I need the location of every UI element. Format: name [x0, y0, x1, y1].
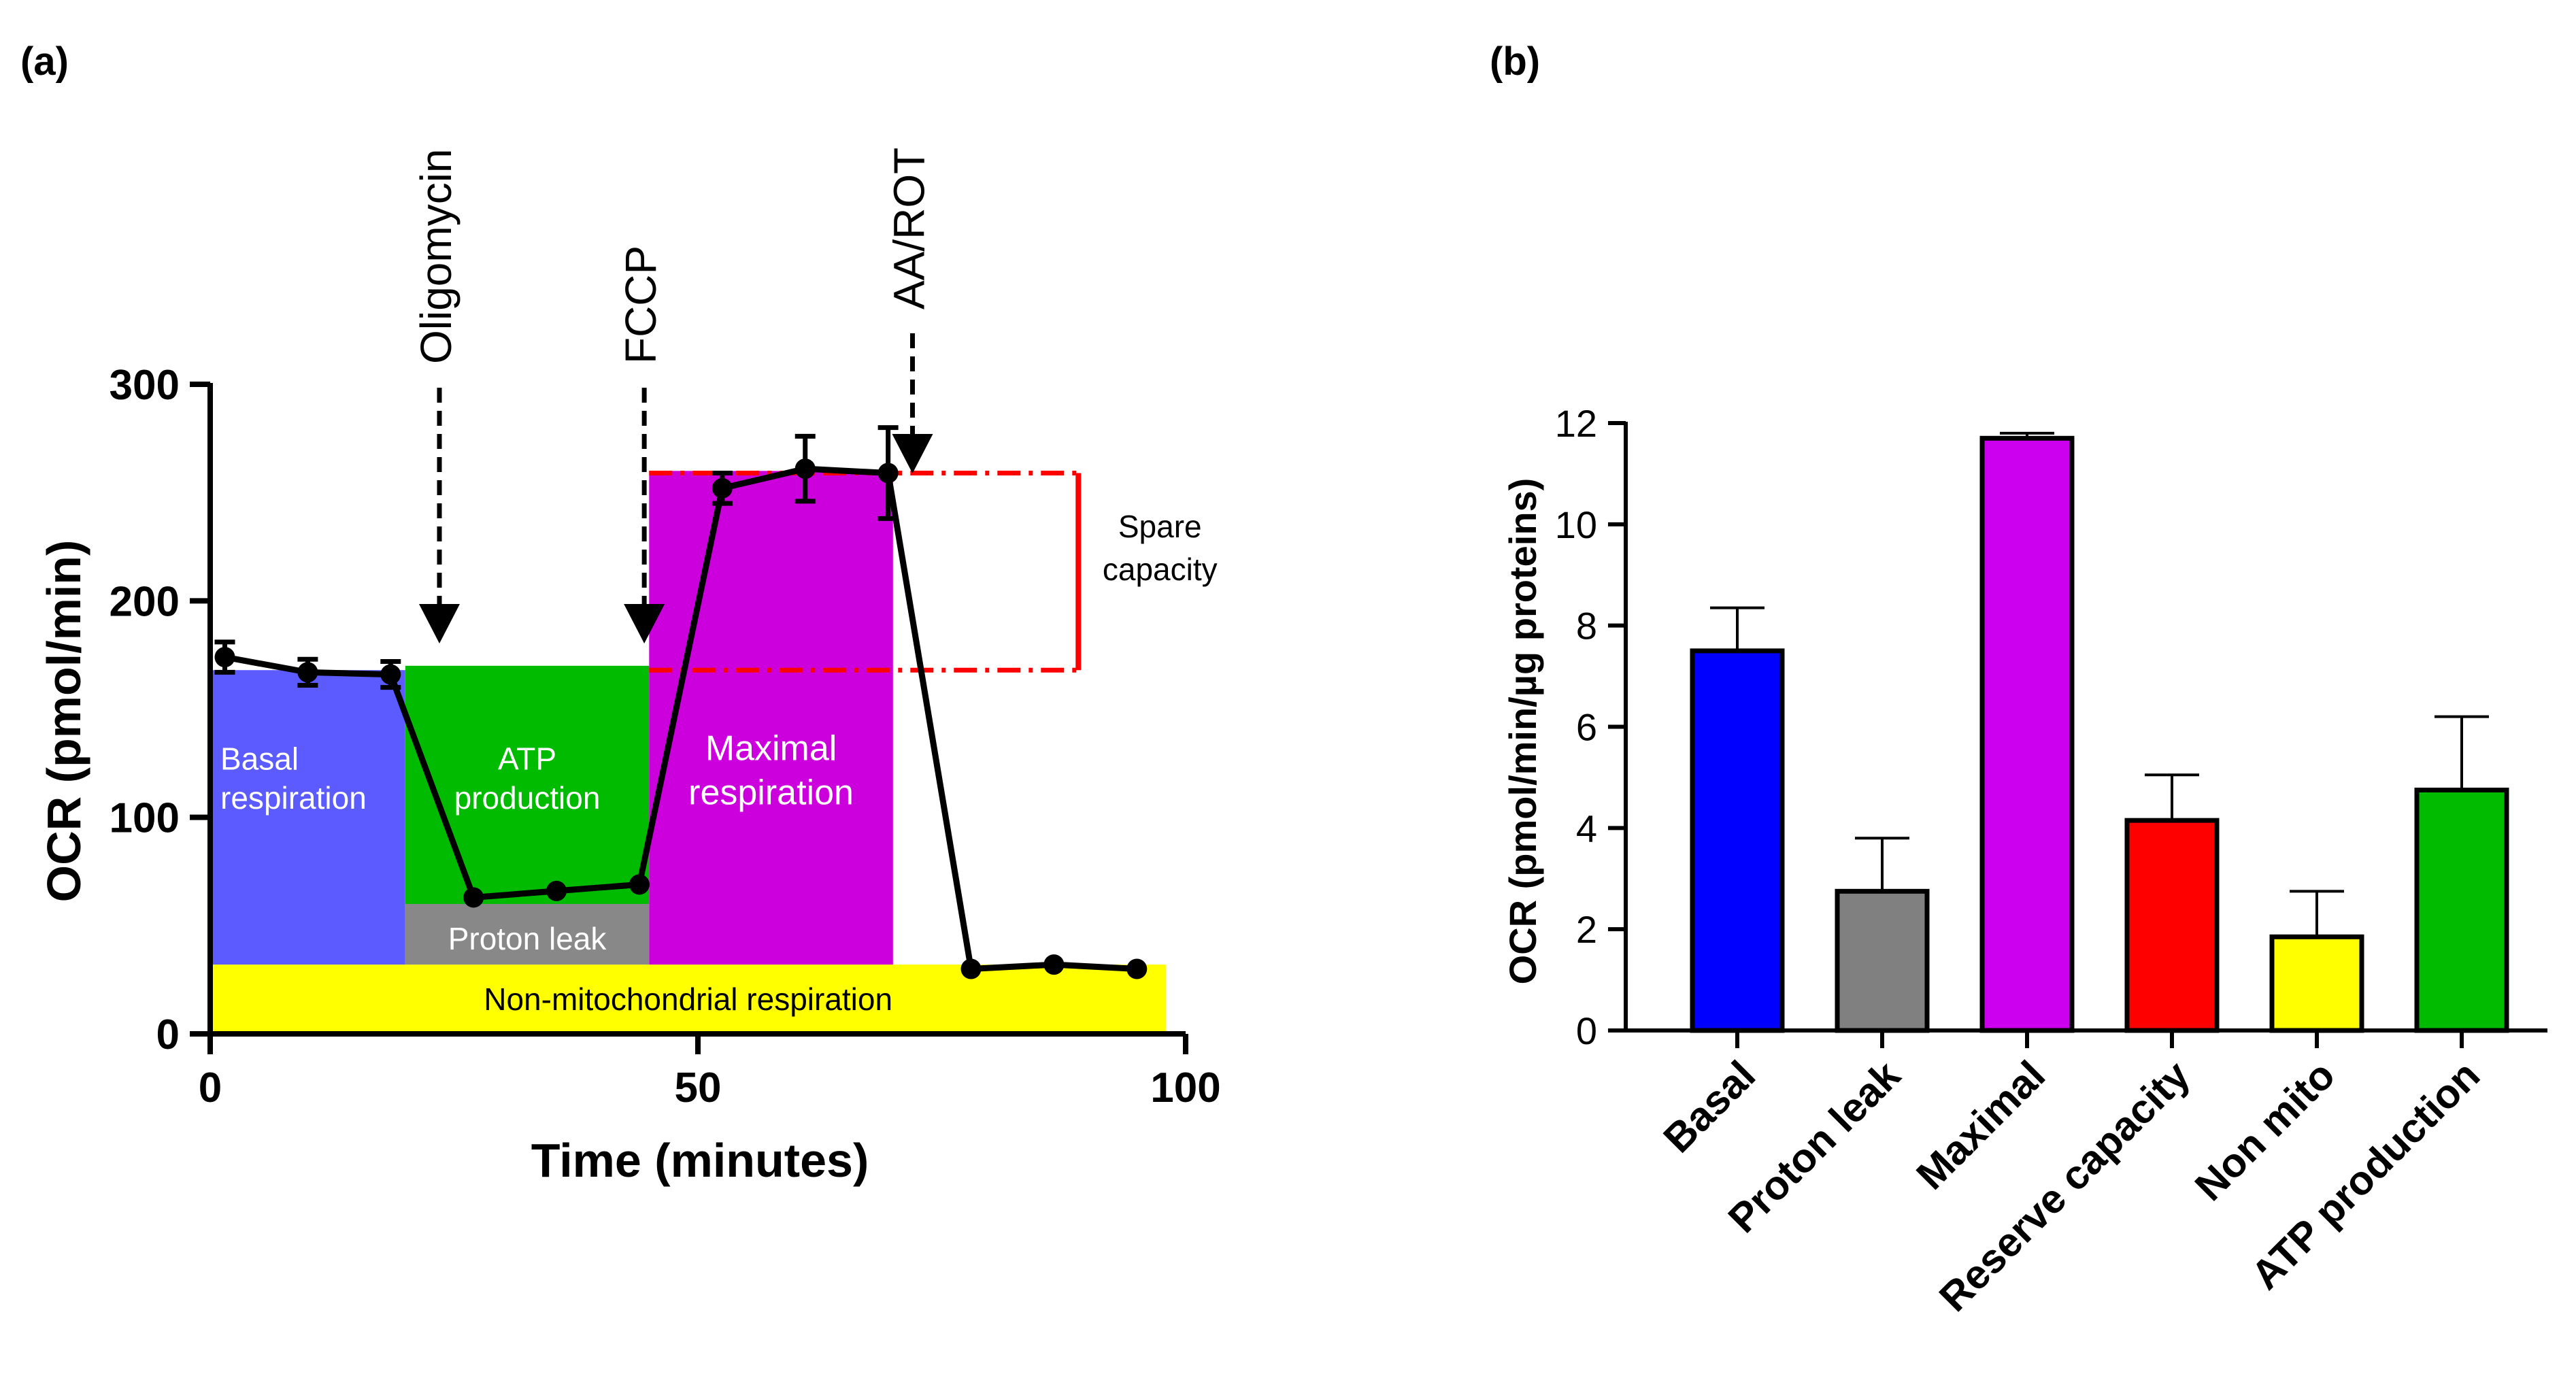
bar-atp-production: [2414, 788, 2509, 1033]
y-axis-title-b: OCR (pmol/min/µg proteins): [1501, 478, 1544, 985]
region-proton: [405, 904, 650, 965]
y-tick-label-b: 8: [1576, 605, 1597, 648]
region-label-basal: Basal: [220, 741, 299, 777]
x-axis-title-a: Time (minutes): [531, 1134, 869, 1187]
axes-a: 0 100 200 300 0 50 100: [110, 362, 1221, 1111]
y-tick-label-a: 200: [110, 578, 180, 625]
data-point: [794, 458, 816, 480]
region-atp: [405, 665, 650, 904]
spare-capacity-layer: Spare capacity: [649, 471, 1218, 673]
region-label-nonmito: Non-mitochondrial respiration: [484, 981, 892, 1017]
ocr-series-layer: [214, 425, 1148, 979]
panel-a-label: (a): [20, 39, 69, 84]
injection-label: FCCP: [616, 246, 665, 364]
bar-reserve-capacity: [2124, 818, 2220, 1033]
y-tick-label-b: 12: [1555, 402, 1597, 445]
region-label-basal: respiration: [220, 780, 367, 816]
data-point: [297, 662, 318, 683]
y-axis-title-a: OCR (pmol/min): [37, 540, 90, 903]
injection-layer: Oligomycin FCCP AA/ROT: [412, 148, 933, 643]
data-point: [214, 647, 235, 668]
bar-basal: [1690, 648, 1785, 1033]
x-tick-label-a: 0: [199, 1064, 222, 1111]
data-point: [463, 887, 484, 908]
data-point: [1043, 954, 1065, 975]
data-point: [380, 664, 401, 685]
data-point: [877, 463, 899, 484]
y-tick-label-b: 2: [1576, 908, 1597, 951]
region-basal: [210, 670, 405, 965]
y-tick-label-a: 300: [110, 362, 180, 409]
data-point: [546, 880, 567, 901]
region-label-atp: ATP: [498, 741, 556, 777]
y-tick-label-b: 4: [1576, 807, 1597, 850]
injection-label: AA/ROT: [884, 148, 933, 309]
region-maximal: [649, 471, 893, 965]
y-tick-label-b: 10: [1555, 503, 1597, 546]
data-point: [629, 874, 650, 895]
spare-capacity-label: Spare: [1118, 509, 1202, 544]
y-tick-label-a: 0: [156, 1011, 180, 1058]
bar-proton-leak: [1835, 888, 1930, 1033]
y-tick-label-b: 6: [1576, 706, 1597, 749]
bar-maximal: [1979, 435, 2075, 1033]
panel-a: (a) BasalrespirationATPproductionProton …: [20, 39, 1221, 1187]
y-tick-label-a: 100: [110, 795, 180, 842]
region-label-maximal: Maximal: [705, 728, 837, 768]
bar-non-mito: [2269, 934, 2364, 1033]
region-label-atp: production: [454, 780, 601, 816]
injection-arrowhead: [418, 604, 460, 643]
ocr-line: [224, 465, 1137, 972]
region-label-maximal: respiration: [688, 773, 854, 812]
injection-label: Oligomycin: [412, 148, 461, 364]
x-tick-label-a: 50: [675, 1064, 722, 1111]
x-tick-label-a: 100: [1150, 1064, 1220, 1111]
injection-arrowhead: [892, 434, 933, 473]
region-nonmito: [210, 964, 1167, 1034]
panel-b-label: (b): [1490, 39, 1540, 84]
injection-arrowhead: [624, 604, 665, 643]
spare-capacity-label: capacity: [1103, 552, 1218, 587]
data-point: [712, 477, 733, 499]
region-label-proton: Proton leak: [448, 921, 607, 956]
data-point: [1126, 958, 1148, 979]
data-point: [960, 958, 982, 979]
y-tick-label-b: 0: [1576, 1009, 1597, 1052]
